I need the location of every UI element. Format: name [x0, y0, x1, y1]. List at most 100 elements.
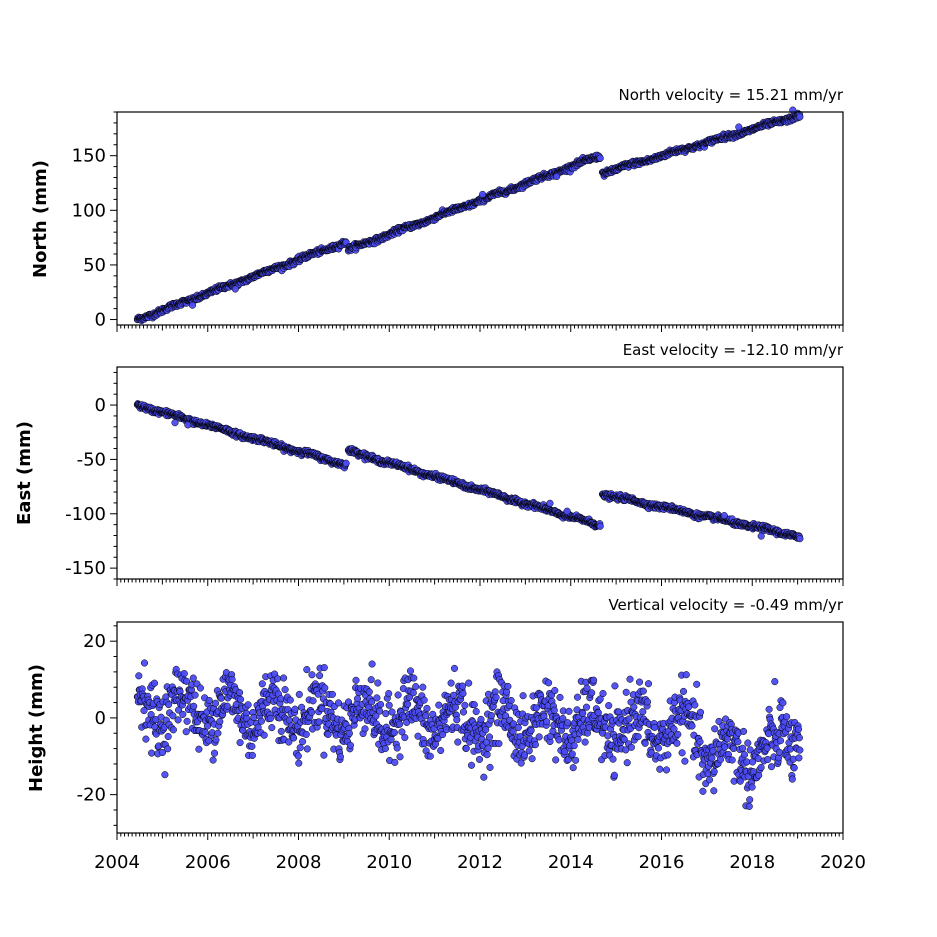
- data-point: [382, 710, 390, 718]
- data-point: [450, 664, 459, 672]
- data-point: [201, 728, 209, 736]
- data-point: [209, 756, 217, 764]
- data-point: [308, 708, 316, 716]
- data-point: [394, 691, 402, 699]
- data-point: [673, 739, 681, 747]
- data-point: [303, 666, 311, 674]
- data-point: [299, 738, 307, 746]
- data-point: [345, 729, 353, 737]
- data-point: [486, 763, 494, 771]
- data-point: [527, 726, 535, 734]
- east-y-axis-label: East (mm): [14, 421, 35, 525]
- data-point: [273, 675, 282, 683]
- y-tick-label: 50: [83, 255, 106, 276]
- data-point: [555, 736, 563, 744]
- data-point: [748, 783, 756, 791]
- data-point: [164, 732, 172, 741]
- data-point: [765, 705, 773, 713]
- data-point: [693, 680, 701, 688]
- data-point: [581, 738, 589, 746]
- data-point: [295, 759, 303, 767]
- data-point: [711, 725, 719, 733]
- data-point: [365, 688, 373, 696]
- data-point: [599, 689, 607, 698]
- data-point: [248, 742, 256, 750]
- data-point: [744, 739, 752, 747]
- data-point: [462, 744, 470, 752]
- data-point: [569, 764, 577, 772]
- data-point: [320, 751, 328, 759]
- data-point: [627, 743, 635, 751]
- data-point: [740, 727, 748, 735]
- data-point: [302, 730, 310, 738]
- data-point: [475, 755, 484, 763]
- data-point: [579, 709, 587, 717]
- data-point: [564, 719, 572, 727]
- data-point: [277, 727, 285, 735]
- data-point: [757, 763, 765, 772]
- data-point: [467, 761, 476, 769]
- data-point: [483, 751, 491, 759]
- data-point: [688, 722, 696, 730]
- data-point: [721, 743, 729, 751]
- data-point: [412, 683, 420, 691]
- data-point: [189, 674, 197, 682]
- data-point: [161, 771, 169, 779]
- data-point: [639, 708, 647, 716]
- data-point: [435, 701, 443, 709]
- data-point: [626, 675, 634, 683]
- data-point: [406, 667, 415, 675]
- data-point: [214, 729, 222, 737]
- data-point: [401, 733, 409, 742]
- data-point: [217, 694, 225, 702]
- data-point: [182, 728, 190, 736]
- data-point: [644, 680, 653, 688]
- data-point: [545, 679, 553, 687]
- data-point: [164, 745, 172, 753]
- data-point: [570, 742, 578, 750]
- data-point: [385, 690, 393, 698]
- data-point: [550, 706, 558, 714]
- data-point: [290, 734, 298, 742]
- data-point: [377, 700, 385, 709]
- y-tick-label: 150: [72, 146, 106, 167]
- data-point: [231, 285, 239, 293]
- data-point: [605, 702, 613, 710]
- data-point: [216, 718, 224, 726]
- data-point: [236, 739, 244, 747]
- data-point: [525, 747, 533, 755]
- data-point: [195, 745, 203, 753]
- y-tick-label: 100: [72, 200, 106, 221]
- data-point: [696, 738, 704, 746]
- data-point: [184, 421, 192, 429]
- data-point: [390, 729, 398, 737]
- data-point: [309, 697, 317, 705]
- data-point: [420, 696, 428, 704]
- data-point: [495, 740, 503, 748]
- north-velocity-label: North velocity = 15.21 mm/yr: [619, 86, 844, 104]
- data-point: [393, 744, 401, 752]
- data-point: [291, 705, 299, 713]
- data-point: [257, 717, 265, 725]
- data-point: [320, 664, 328, 672]
- data-point: [140, 659, 149, 667]
- data-point: [681, 757, 689, 765]
- data-point: [211, 699, 220, 707]
- data-point: [368, 660, 376, 668]
- data-point: [191, 691, 199, 699]
- data-point: [315, 718, 323, 726]
- data-point: [196, 684, 204, 692]
- data-point: [543, 718, 551, 726]
- data-point: [165, 700, 173, 709]
- data-point: [630, 703, 638, 711]
- data-point: [373, 694, 381, 702]
- data-point: [316, 672, 324, 680]
- data-point: [514, 723, 522, 732]
- data-point: [596, 522, 604, 530]
- data-point: [552, 756, 560, 764]
- data-point: [519, 692, 527, 700]
- data-point: [396, 720, 404, 728]
- data-point: [281, 686, 289, 694]
- data-point: [696, 708, 705, 716]
